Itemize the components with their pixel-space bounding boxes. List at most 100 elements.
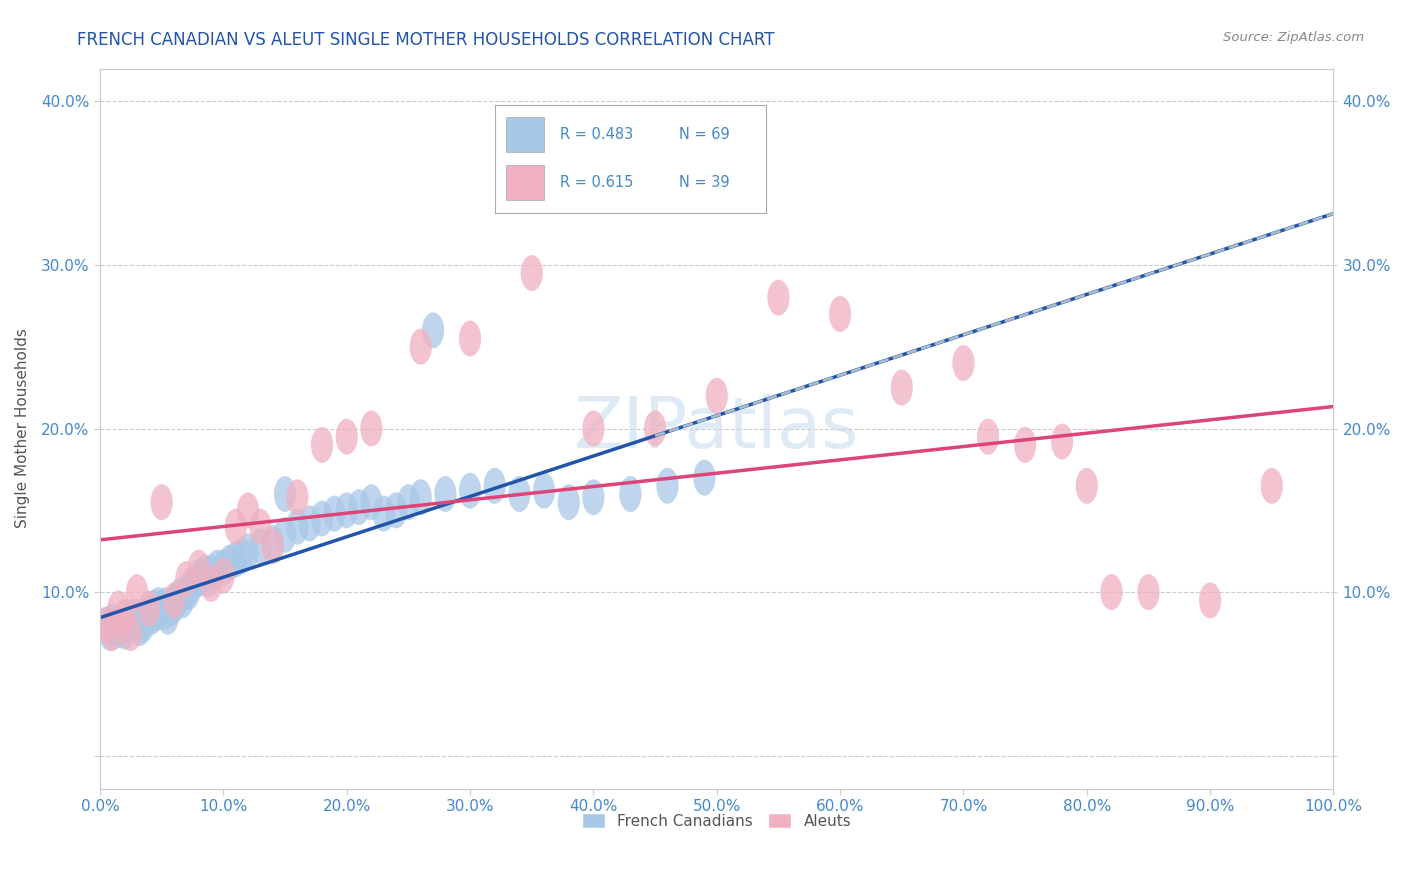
Text: Source: ZipAtlas.com: Source: ZipAtlas.com <box>1223 31 1364 45</box>
Ellipse shape <box>582 479 605 516</box>
Ellipse shape <box>360 484 382 520</box>
Ellipse shape <box>117 607 138 643</box>
Ellipse shape <box>409 479 432 516</box>
Ellipse shape <box>830 296 851 332</box>
Ellipse shape <box>409 329 432 365</box>
Ellipse shape <box>311 500 333 536</box>
Ellipse shape <box>128 610 150 646</box>
Ellipse shape <box>98 615 121 651</box>
Ellipse shape <box>163 582 186 618</box>
Ellipse shape <box>135 599 156 635</box>
Ellipse shape <box>458 320 481 357</box>
Ellipse shape <box>336 492 357 528</box>
Ellipse shape <box>200 555 222 591</box>
Ellipse shape <box>298 506 321 541</box>
Ellipse shape <box>111 608 134 645</box>
Ellipse shape <box>150 484 173 520</box>
Ellipse shape <box>138 594 160 630</box>
Ellipse shape <box>207 549 228 586</box>
Ellipse shape <box>1137 574 1160 610</box>
Ellipse shape <box>159 591 181 626</box>
Ellipse shape <box>172 582 194 618</box>
Ellipse shape <box>146 587 169 624</box>
Ellipse shape <box>1199 582 1222 618</box>
Ellipse shape <box>238 533 259 569</box>
Ellipse shape <box>311 427 333 463</box>
Ellipse shape <box>107 612 129 648</box>
Ellipse shape <box>1261 467 1282 504</box>
Ellipse shape <box>582 410 605 447</box>
Ellipse shape <box>187 561 209 597</box>
Ellipse shape <box>274 476 297 512</box>
Ellipse shape <box>153 594 176 630</box>
Ellipse shape <box>347 489 370 525</box>
Ellipse shape <box>194 555 217 591</box>
Ellipse shape <box>287 479 308 516</box>
Text: FRENCH CANADIAN VS ALEUT SINGLE MOTHER HOUSEHOLDS CORRELATION CHART: FRENCH CANADIAN VS ALEUT SINGLE MOTHER H… <box>77 31 775 49</box>
Ellipse shape <box>150 591 173 626</box>
Ellipse shape <box>142 591 165 626</box>
Ellipse shape <box>952 345 974 381</box>
Ellipse shape <box>163 587 186 624</box>
Ellipse shape <box>225 508 247 545</box>
Text: ZIPatlas: ZIPatlas <box>574 394 859 463</box>
Ellipse shape <box>218 545 240 581</box>
Ellipse shape <box>238 492 259 528</box>
Ellipse shape <box>1101 574 1122 610</box>
Ellipse shape <box>1052 424 1073 459</box>
Ellipse shape <box>114 614 136 649</box>
Ellipse shape <box>156 599 179 635</box>
Ellipse shape <box>657 467 679 504</box>
Ellipse shape <box>155 587 177 624</box>
Ellipse shape <box>120 615 142 651</box>
Ellipse shape <box>176 574 197 610</box>
Ellipse shape <box>101 615 124 651</box>
Ellipse shape <box>360 410 382 447</box>
Ellipse shape <box>249 528 271 565</box>
Ellipse shape <box>422 312 444 349</box>
Ellipse shape <box>169 577 191 614</box>
Ellipse shape <box>177 574 200 610</box>
Ellipse shape <box>145 596 167 632</box>
Ellipse shape <box>166 582 187 618</box>
Ellipse shape <box>107 591 129 626</box>
Ellipse shape <box>187 549 209 586</box>
Ellipse shape <box>120 602 142 638</box>
Ellipse shape <box>533 473 555 508</box>
Ellipse shape <box>96 607 117 643</box>
Ellipse shape <box>129 602 152 638</box>
Ellipse shape <box>176 561 197 597</box>
Ellipse shape <box>509 476 530 512</box>
Ellipse shape <box>141 599 163 635</box>
Ellipse shape <box>484 467 506 504</box>
Ellipse shape <box>768 279 790 316</box>
Ellipse shape <box>132 607 155 643</box>
Ellipse shape <box>104 610 127 646</box>
Ellipse shape <box>249 508 271 545</box>
Ellipse shape <box>287 508 308 545</box>
Ellipse shape <box>231 538 253 574</box>
Ellipse shape <box>706 378 728 414</box>
Ellipse shape <box>124 599 146 635</box>
Ellipse shape <box>520 255 543 291</box>
Ellipse shape <box>262 528 284 565</box>
Ellipse shape <box>138 591 160 626</box>
Ellipse shape <box>398 484 419 520</box>
Ellipse shape <box>977 418 1000 455</box>
Ellipse shape <box>225 541 247 577</box>
Ellipse shape <box>693 459 716 496</box>
Ellipse shape <box>1076 467 1098 504</box>
Ellipse shape <box>200 566 222 602</box>
Ellipse shape <box>114 599 136 635</box>
Ellipse shape <box>96 607 117 643</box>
Ellipse shape <box>197 561 219 597</box>
Ellipse shape <box>101 604 124 640</box>
Ellipse shape <box>385 492 408 528</box>
Ellipse shape <box>890 369 912 406</box>
Ellipse shape <box>434 476 457 512</box>
Ellipse shape <box>212 558 235 594</box>
Ellipse shape <box>274 516 297 553</box>
Ellipse shape <box>323 496 346 532</box>
Legend: French Canadians, Aleuts: French Canadians, Aleuts <box>576 806 858 835</box>
Ellipse shape <box>558 484 579 520</box>
